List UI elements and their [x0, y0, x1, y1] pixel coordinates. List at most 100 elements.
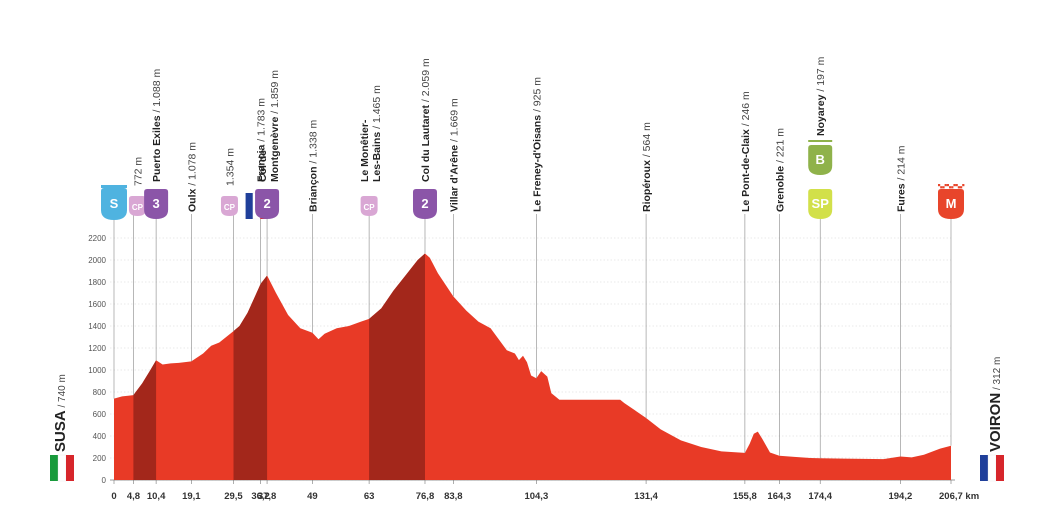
- km-label: 4,8: [127, 491, 140, 502]
- waypoint-label: 772 m: [132, 157, 144, 186]
- checkpoint-icon-label: CP: [364, 203, 376, 212]
- waypoint-lines: [113, 214, 952, 459]
- finish-name: VOIRON: [987, 393, 1004, 452]
- finish-checker: [957, 186, 960, 189]
- italy-flag-icon: [50, 454, 74, 482]
- y-tick-label: 400: [93, 432, 107, 441]
- waypoint-label: 1.354 m: [224, 148, 236, 186]
- waypoint-altitude: / 1.088 m: [151, 69, 163, 116]
- flag-stripe-white: [57, 454, 67, 482]
- waypoint-name: Fures: [895, 183, 907, 212]
- km-label: 206,7 km: [939, 491, 979, 502]
- finish-checker: [953, 184, 956, 187]
- km-label: 83,8: [444, 491, 463, 502]
- climb-segment: [133, 360, 157, 480]
- category-3-icon-label: 3: [152, 196, 159, 211]
- waypoint-altitude: / 2.059 m: [420, 58, 432, 105]
- finish-checker: [946, 184, 949, 187]
- km-label: 19,1: [182, 491, 201, 502]
- flag-stripe-blue: [245, 193, 253, 219]
- waypoint-name: Col du Lautaret: [420, 104, 432, 182]
- km-label: 63: [364, 491, 375, 502]
- waypoint-altitude: / 221 m: [774, 128, 786, 166]
- waypoint-label: Riopéroux / 564 m: [641, 122, 653, 212]
- km-label: 10,4: [147, 491, 166, 502]
- finish-checker: [960, 186, 963, 189]
- y-tick-label: 0: [102, 476, 107, 485]
- checkpoint-icon: [128, 196, 146, 216]
- waypoint-label: Puerto Exiles / 1.088 m: [151, 69, 163, 182]
- waypoint-name: Francia: [256, 144, 268, 182]
- flag-stripe-red: [996, 455, 1004, 481]
- waypoint-name: Col de: [257, 150, 269, 182]
- start-icon-label: S: [110, 196, 119, 211]
- km-label: 29,5: [224, 491, 243, 502]
- km-label: 164,3: [767, 491, 791, 502]
- waypoint-altitude: / 1.078 m: [186, 142, 198, 189]
- start-finish-labels: SUSA / 740 m VOIRON / 312 m: [50, 357, 1004, 482]
- waypoint-label: Col de: [257, 150, 269, 182]
- waypoint-name: Riopéroux: [641, 160, 653, 212]
- waypoint-label: Briançon / 1.338 m: [307, 120, 319, 212]
- flag-stripe-white: [987, 454, 997, 482]
- waypoint-altitude: / 1.783 m: [256, 98, 268, 145]
- bonus-icon-top: [808, 140, 833, 142]
- waypoint-label: Le Monêtier-: [359, 119, 371, 182]
- y-tick-label: 800: [93, 388, 107, 397]
- finish-checker: [938, 184, 941, 187]
- category-3-icon: [144, 189, 169, 219]
- finish-checker: [940, 186, 943, 189]
- waypoint-label: Villar d'Arêne / 1.669 m: [448, 98, 460, 212]
- finish-checker: [942, 186, 945, 189]
- waypoint-label: Le Pont-de-Claix / 246 m: [740, 91, 752, 212]
- waypoint-altitude: / 246 m: [740, 91, 752, 129]
- profile-area: [114, 253, 951, 480]
- waypoint-icons: S M CP 3 CP 2 CP 2 B SP: [101, 140, 965, 220]
- km-label: 0: [111, 491, 116, 502]
- start-icon: [101, 188, 127, 220]
- category-2-icon: [412, 189, 437, 219]
- waypoint-label: Fures / 214 m: [895, 145, 907, 212]
- waypoint-altitude: 1.354 m: [224, 148, 236, 186]
- y-tick-label: 2200: [88, 234, 106, 243]
- waypoint-name: Briançon: [307, 166, 319, 212]
- finish-checker: [962, 184, 965, 187]
- waypoint-name: Noyarey: [815, 94, 827, 136]
- waypoint-altitude: / 564 m: [641, 122, 653, 160]
- km-label: 37,8: [258, 491, 277, 502]
- waypoint-altitude: / 1.338 m: [307, 120, 319, 167]
- waypoint-name: Puerto Exiles: [151, 115, 163, 182]
- checkpoint-icon-label: CP: [224, 203, 236, 212]
- waypoint-altitude: / 197 m: [815, 56, 827, 94]
- finish-icon: [938, 189, 964, 219]
- km-label: 131,4: [634, 491, 658, 502]
- km-label: 194,2: [888, 491, 912, 502]
- y-tick-label: 1800: [88, 278, 106, 287]
- km-label: 36,2: [251, 491, 270, 502]
- climb-segment: [233, 275, 268, 480]
- waypoint-altitude: / 1.465 m: [371, 85, 383, 132]
- start-name: SUSA: [52, 410, 69, 452]
- finish-checker: [944, 184, 947, 187]
- checkpoint-icon: [360, 196, 378, 216]
- waypoint-label: Francia / 1.783 m: [256, 98, 268, 182]
- flag-stripe-blue: [980, 455, 988, 481]
- start-icon-top: [101, 185, 127, 188]
- waypoint-label: Col du Lautaret / 2.059 m: [420, 58, 432, 182]
- waypoint-name: Le Monêtier-: [359, 119, 371, 182]
- waypoint-label: Oulx / 1.078 m: [186, 142, 198, 212]
- category-2-icon-label: 2: [263, 196, 270, 211]
- finish-checker: [951, 186, 954, 189]
- finish-checker: [955, 184, 958, 187]
- km-label: 104,3: [524, 491, 548, 502]
- checkpoint-icon-label: CP: [132, 203, 144, 212]
- bonus-icon-label: B: [816, 152, 825, 167]
- sprint-icon-label: SP: [812, 196, 830, 211]
- flag-stripe-red: [66, 455, 74, 481]
- waypoint-label: Grenoble / 221 m: [774, 128, 786, 212]
- x-axis-km-labels: 0 4,8 10,4 19,1 29,5 36,237,8 49 63 76,8 83,8 104,…: [111, 480, 979, 502]
- waypoint-name: Les-Bains: [371, 132, 383, 182]
- waypoint-name: Oulx: [186, 189, 198, 212]
- waypoint-name: Villar d'Arêne: [448, 145, 460, 212]
